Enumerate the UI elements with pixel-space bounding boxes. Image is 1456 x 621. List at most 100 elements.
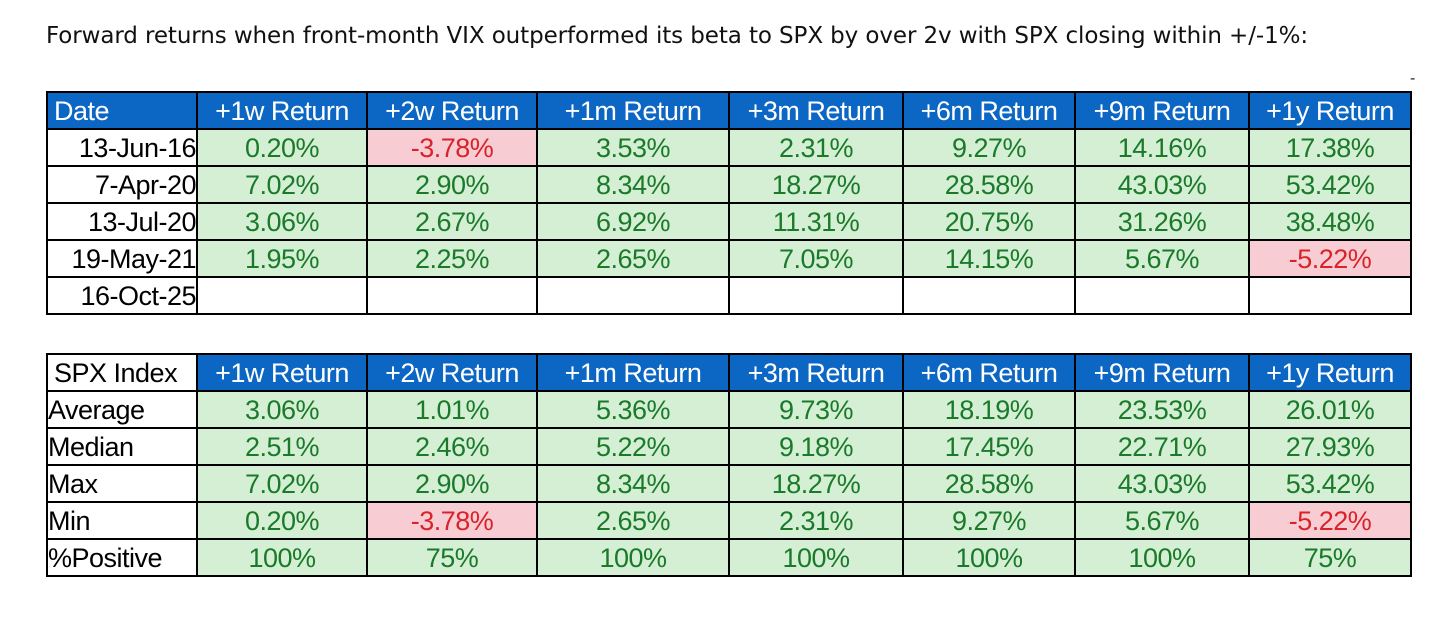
row-label: 16-Oct-25 — [46, 276, 198, 315]
table-cell: 2.65% — [536, 239, 730, 278]
spx-summary-table: SPX Index +1w Return +2w Return +1m Return +… — [46, 353, 1412, 577]
table-cell: 1.95% — [196, 239, 368, 278]
table-cell: 0.20% — [196, 501, 368, 540]
corner-mark: - — [1410, 70, 1416, 87]
table-cell: -5.22% — [1248, 239, 1412, 278]
table-header-row: SPX Index +1w Return +2w Return +1m Return +… — [46, 353, 1412, 392]
table-row: Max 7.02% 2.90% 8.34% 18.27% 28.58% 43.03% 53.4… — [46, 464, 1412, 503]
table-cell: 28.58% — [902, 165, 1076, 204]
table-cell: 100% — [196, 538, 368, 577]
table-cell: 7.02% — [196, 165, 368, 204]
table-cell: 28.58% — [902, 464, 1076, 503]
table-cell: 11.31% — [728, 202, 904, 241]
table-cell: 7.02% — [196, 464, 368, 503]
table-cell: 3.06% — [196, 390, 368, 429]
table-row: 13-Jun-16 0.20% -3.78% 3.53% 2.31% 9.27% 14.16… — [46, 128, 1412, 167]
column-header-9m-return: +9m Return — [1074, 353, 1250, 392]
table-cell — [366, 276, 538, 315]
table-cell — [536, 276, 730, 315]
table-row: 19-May-21 1.95% 2.25% 2.65% 7.05% 14.15% 5.67%… — [46, 239, 1412, 278]
row-label: Median — [46, 427, 198, 466]
table-cell: 1.01% — [366, 390, 538, 429]
table-cell: -5.22% — [1248, 501, 1412, 540]
row-label: 19-May-21 — [46, 239, 198, 278]
table-cell: 17.38% — [1248, 128, 1412, 167]
column-header-1y-return: +1y Return — [1248, 91, 1412, 130]
table-cell: 5.22% — [536, 427, 730, 466]
table-row: Median 2.51% 2.46% 5.22% 9.18% 17.45% 22.71% 27… — [46, 427, 1412, 466]
column-header-date: Date — [46, 91, 198, 130]
row-label: Min — [46, 501, 198, 540]
table-cell: 9.27% — [902, 501, 1076, 540]
table-cell: 100% — [1074, 538, 1250, 577]
column-header-3m-return: +3m Return — [728, 353, 904, 392]
table-cell: 2.67% — [366, 202, 538, 241]
table-row: Min 0.20% -3.78% 2.65% 2.31% 9.27% 5.67% -5.22% — [46, 501, 1412, 540]
table-row: Average 3.06% 1.01% 5.36% 9.73% 18.19% 23.53% 2… — [46, 390, 1412, 429]
column-header-6m-return: +6m Return — [902, 91, 1076, 130]
table-cell: 5.67% — [1074, 239, 1250, 278]
table-cell: 9.18% — [728, 427, 904, 466]
column-header-2w-return: +2w Return — [366, 91, 538, 130]
table-cell: 8.34% — [536, 464, 730, 503]
table-cell: 2.51% — [196, 427, 368, 466]
column-header-1m-return: +1m Return — [536, 353, 730, 392]
table-cell: -3.78% — [366, 501, 538, 540]
forward-returns-table: Date +1w Return +2w Return +1m Return +3m Re… — [46, 91, 1412, 315]
column-header-2w-return: +2w Return — [366, 353, 538, 392]
table-row: 16-Oct-25 — [46, 276, 1412, 315]
table-cell: 7.05% — [728, 239, 904, 278]
table-cell: 14.16% — [1074, 128, 1250, 167]
table-cell: 100% — [536, 538, 730, 577]
row-label: %Positive — [46, 538, 198, 577]
table-cell — [1074, 276, 1250, 315]
table-cell: 20.75% — [902, 202, 1076, 241]
table-cell: 6.92% — [536, 202, 730, 241]
table-row: 13-Jul-20 3.06% 2.67% 6.92% 11.31% 20.75% 31.2… — [46, 202, 1412, 241]
table-cell: 100% — [728, 538, 904, 577]
table-cell: 2.65% — [536, 501, 730, 540]
column-header-9m-return: +9m Return — [1074, 91, 1250, 130]
table-cell — [728, 276, 904, 315]
table-cell: 9.27% — [902, 128, 1076, 167]
table-cell: 2.90% — [366, 464, 538, 503]
table-cell — [196, 276, 368, 315]
column-header-1w-return: +1w Return — [196, 91, 368, 130]
table-cell: 22.71% — [1074, 427, 1250, 466]
column-header-1m-return: +1m Return — [536, 91, 730, 130]
table-cell: 8.34% — [536, 165, 730, 204]
table-cell: 26.01% — [1248, 390, 1412, 429]
table-row: 7-Apr-20 7.02% 2.90% 8.34% 18.27% 28.58% 43.03… — [46, 165, 1412, 204]
table-cell: 2.25% — [366, 239, 538, 278]
table-cell: 31.26% — [1074, 202, 1250, 241]
caption-text: Forward returns when front-month VIX out… — [46, 23, 1309, 49]
table-cell — [1248, 276, 1412, 315]
table-cell: 18.27% — [728, 464, 904, 503]
column-header-6m-return: +6m Return — [902, 353, 1076, 392]
row-label: 13-Jun-16 — [46, 128, 198, 167]
table-header-row: Date +1w Return +2w Return +1m Return +3m Re… — [46, 91, 1412, 130]
table-cell: 9.73% — [728, 390, 904, 429]
row-label: 13-Jul-20 — [46, 202, 198, 241]
table-row: %Positive 100% 75% 100% 100% 100% 100% 75% — [46, 538, 1412, 577]
table-cell: 23.53% — [1074, 390, 1250, 429]
table-cell: 3.06% — [196, 202, 368, 241]
column-header-1w-return: +1w Return — [196, 353, 368, 392]
table-cell: 75% — [366, 538, 538, 577]
table-cell: 2.31% — [728, 128, 904, 167]
row-label: 7-Apr-20 — [46, 165, 198, 204]
table-cell: 43.03% — [1074, 165, 1250, 204]
row-label: Max — [46, 464, 198, 503]
table-cell: 43.03% — [1074, 464, 1250, 503]
table-cell: 75% — [1248, 538, 1412, 577]
table-cell: 38.48% — [1248, 202, 1412, 241]
table-cell: 18.19% — [902, 390, 1076, 429]
table-cell: 5.67% — [1074, 501, 1250, 540]
table-cell: 2.46% — [366, 427, 538, 466]
table-cell: 27.93% — [1248, 427, 1412, 466]
table-cell: 0.20% — [196, 128, 368, 167]
table-cell: 100% — [902, 538, 1076, 577]
row-label: Average — [46, 390, 198, 429]
table-cell: 53.42% — [1248, 165, 1412, 204]
table-cell: -3.78% — [366, 128, 538, 167]
